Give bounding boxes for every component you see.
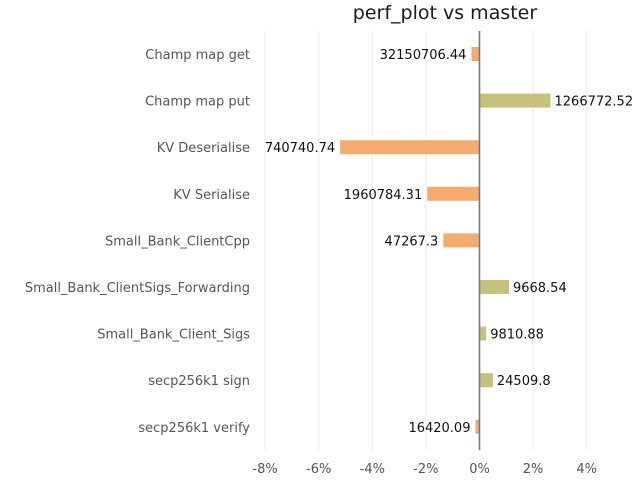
category-label: secp256k1 verify	[138, 421, 250, 436]
category-label: Champ map put	[145, 95, 250, 110]
value-label: 16420.09	[408, 421, 470, 436]
value-label: 47267.3	[385, 234, 439, 249]
category-label: KV Deserialise	[157, 141, 250, 156]
category-label: secp256k1 sign	[148, 374, 250, 389]
x-tick-label: -2%	[413, 462, 438, 477]
x-tick-label: 0%	[469, 462, 490, 477]
bar	[479, 326, 487, 341]
x-tick-label: 2%	[523, 462, 544, 477]
bar	[443, 233, 480, 248]
category-label: Small_Bank_ClientSigs_Forwarding	[25, 281, 250, 296]
category-label: Small_Bank_ClientCpp	[105, 234, 250, 249]
category-label: Champ map get	[145, 48, 250, 63]
value-label: 1266772.52	[555, 95, 634, 110]
bar-layer	[340, 47, 551, 434]
bar	[479, 280, 509, 294]
label-layer: -8% -6% -4% -2% 0% 2% 4% Champ map get 32150706.…	[25, 48, 633, 477]
chart-title: perf_plot vs master	[353, 2, 538, 24]
value-label: 9668.54	[513, 281, 567, 296]
bar	[427, 186, 480, 201]
bar	[479, 93, 551, 108]
x-tick-label: -8%	[252, 462, 277, 477]
value-label: 32150706.44	[380, 48, 467, 63]
value-label: 740740.74	[265, 141, 335, 156]
x-tick-label: -4%	[360, 462, 385, 477]
bar	[479, 373, 493, 388]
x-tick-label: 4%	[576, 462, 597, 477]
x-tick-label: -6%	[306, 462, 331, 477]
value-label: 1960784.31	[344, 188, 423, 203]
category-label: Small_Bank_Client_Sigs	[97, 328, 250, 343]
category-label: KV Serialise	[173, 188, 250, 203]
bar	[475, 419, 480, 434]
value-label: 24509.8	[497, 374, 551, 389]
bar	[340, 140, 480, 155]
value-label: 9810.88	[490, 328, 544, 343]
bar	[471, 47, 480, 61]
